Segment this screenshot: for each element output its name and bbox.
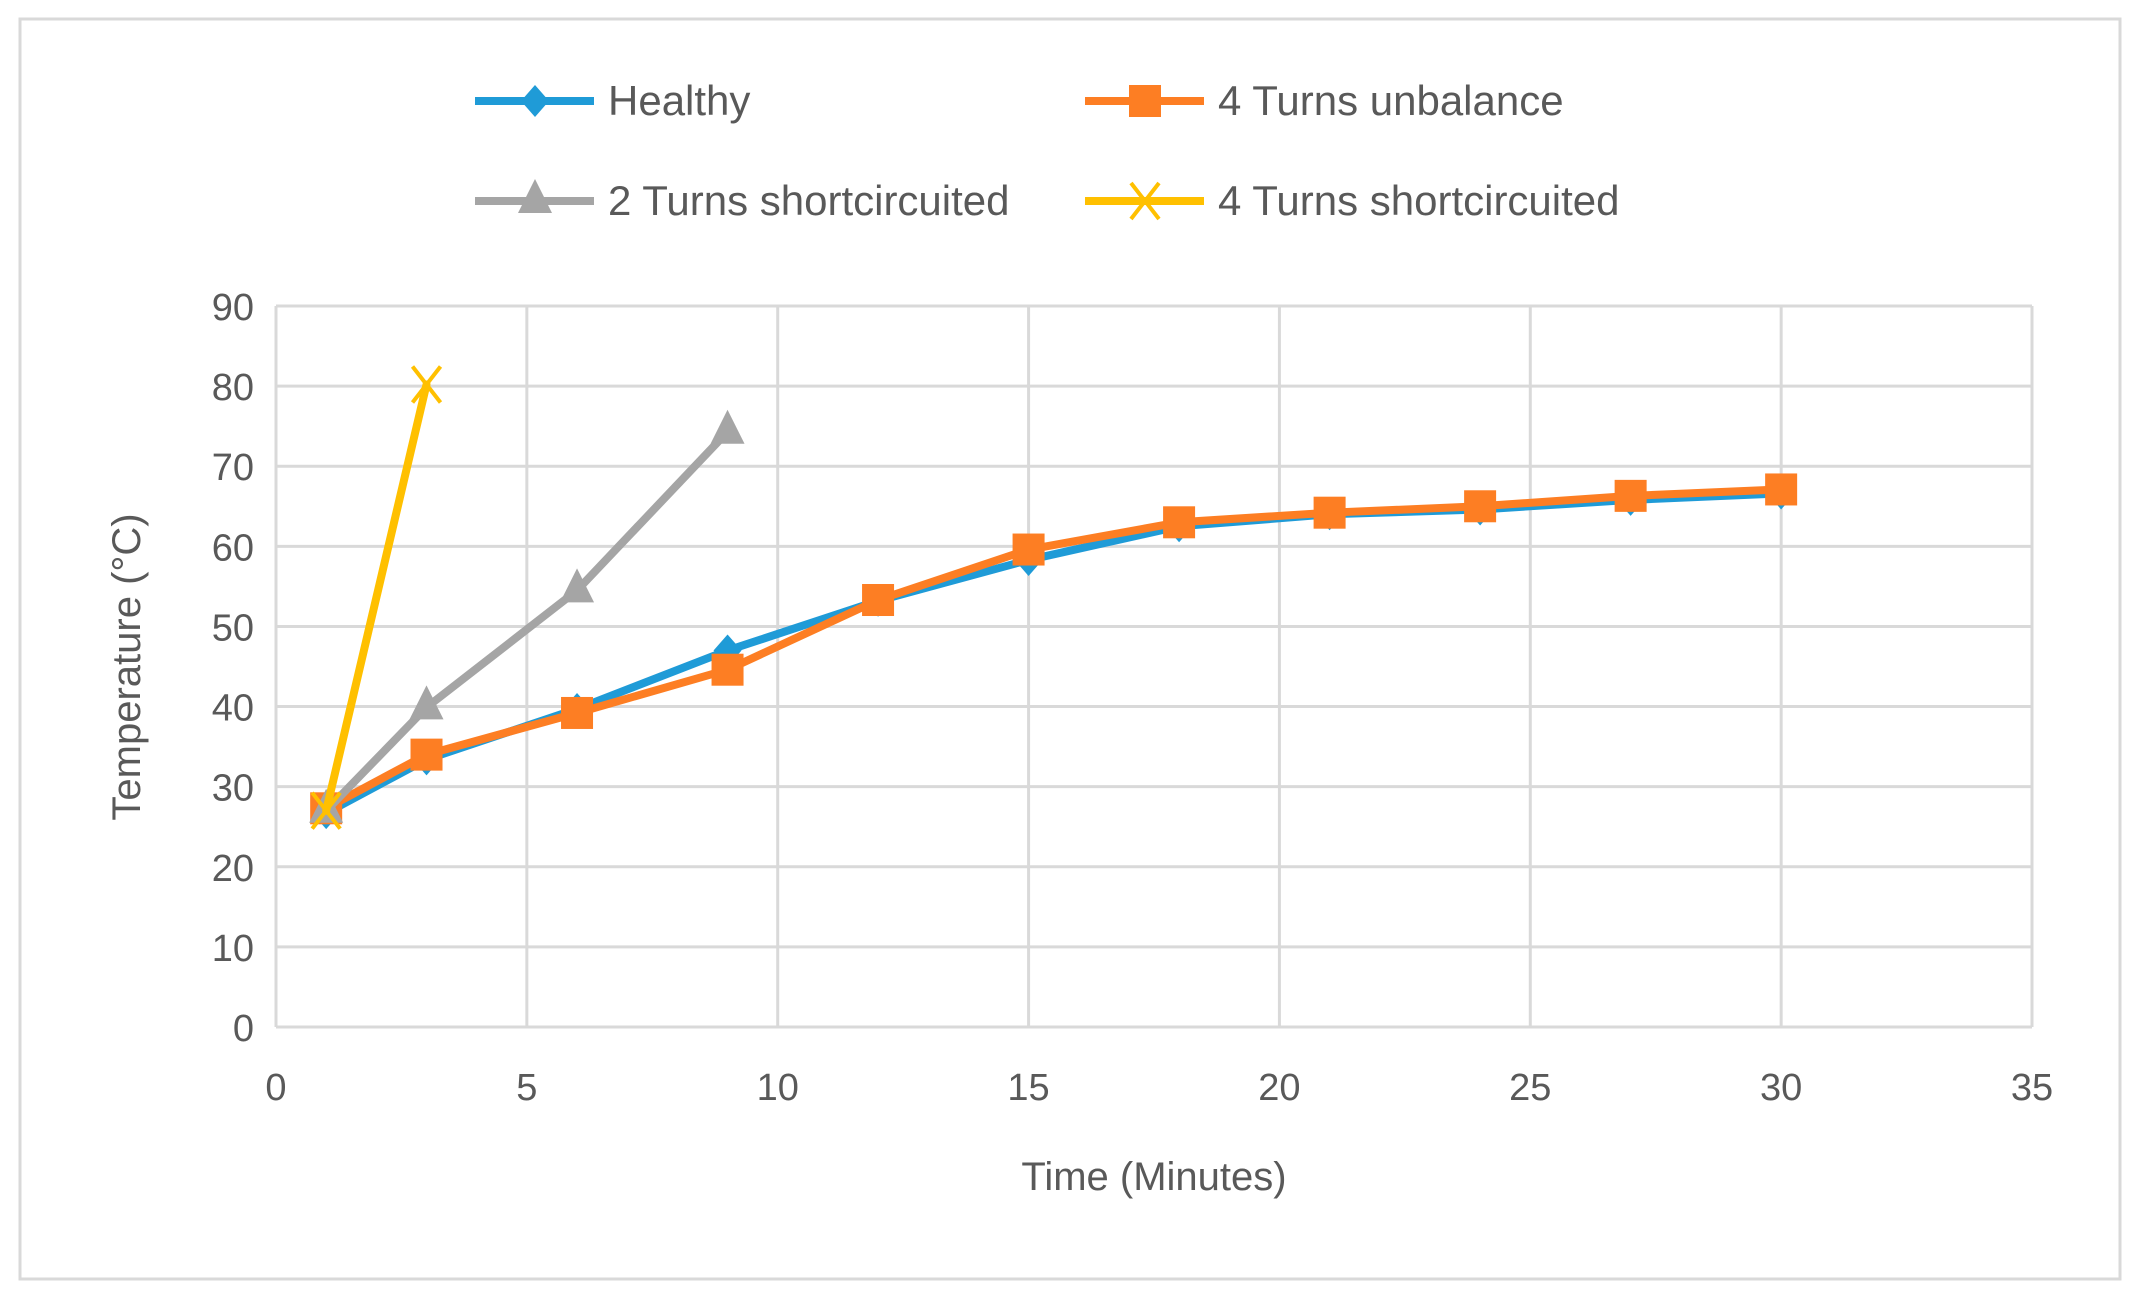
legend-entry: 2 Turns shortcircuited bbox=[475, 177, 1010, 224]
chart-border bbox=[18, 17, 2122, 1281]
x-tick-label: 5 bbox=[516, 1067, 537, 1109]
legend-label: 4 Turns shortcircuited bbox=[1218, 177, 1620, 224]
x-marker bbox=[310, 791, 342, 830]
y-axis-label: Temperature (°C) bbox=[105, 513, 149, 820]
square-marker bbox=[410, 738, 443, 771]
triangle-marker bbox=[518, 179, 552, 213]
square-marker bbox=[1614, 479, 1647, 512]
x-marker-stroke bbox=[1129, 181, 1161, 221]
y-tick-label: 10 bbox=[212, 928, 254, 970]
x-tick-label: 15 bbox=[1007, 1067, 1049, 1109]
y-tick-label: 50 bbox=[212, 607, 254, 649]
y-tick-label: 40 bbox=[212, 688, 254, 730]
y-tick-label: 60 bbox=[212, 527, 254, 569]
legend-label: 4 Turns unbalance bbox=[1218, 77, 1564, 124]
square-marker bbox=[1163, 506, 1196, 539]
x-tick-label: 30 bbox=[1760, 1067, 1802, 1109]
square-marker bbox=[711, 653, 744, 686]
legend-label: 2 Turns shortcircuited bbox=[608, 177, 1010, 224]
diamond-marker bbox=[521, 85, 549, 117]
y-tick-label: 30 bbox=[212, 768, 254, 810]
series-4-turns-unbalance bbox=[310, 473, 1798, 825]
legend: Healthy 4 Turns unbalance 2 Turns shortcir… bbox=[475, 77, 1620, 224]
series-group bbox=[309, 365, 1798, 830]
x-marker-stroke bbox=[310, 791, 342, 830]
triangle-marker bbox=[710, 409, 745, 444]
y-tick-label: 70 bbox=[212, 447, 254, 489]
legend-entry: 4 Turns shortcircuited bbox=[1085, 177, 1620, 224]
x-tick-label: 35 bbox=[2011, 1067, 2053, 1109]
square-marker bbox=[1129, 85, 1161, 117]
tick-labels: 0 10 20 30 40 50 60 70 80 90 0 5 10 15 20 25 30 35 bbox=[212, 287, 2053, 1109]
legend-entry: Healthy bbox=[475, 77, 750, 124]
x-marker bbox=[410, 365, 443, 404]
x-marker-stroke bbox=[410, 365, 443, 404]
y-tick-label: 0 bbox=[233, 1008, 254, 1050]
series-line bbox=[322, 380, 431, 815]
square-marker bbox=[1464, 490, 1497, 523]
gridlines bbox=[274, 304, 2034, 1029]
x-tick-label: 25 bbox=[1509, 1067, 1551, 1109]
square-marker bbox=[1765, 473, 1798, 506]
square-marker bbox=[1012, 533, 1045, 566]
square-marker bbox=[862, 584, 895, 617]
y-tick-label: 80 bbox=[212, 367, 254, 409]
y-tick-label: 20 bbox=[212, 848, 254, 890]
series-2-turns-shortcircuited bbox=[309, 409, 745, 823]
x-axis-label: Time (Minutes) bbox=[1021, 1155, 1286, 1199]
x-marker bbox=[1129, 181, 1161, 221]
legend-entry: 4 Turns unbalance bbox=[1085, 77, 1564, 124]
triangle-marker bbox=[560, 568, 595, 603]
series-line bbox=[322, 427, 732, 815]
legend-label: Healthy bbox=[608, 77, 750, 124]
square-marker bbox=[1313, 496, 1346, 529]
y-tick-label: 90 bbox=[212, 287, 254, 329]
triangle-marker bbox=[409, 685, 444, 720]
series-4-turns-shortcircuited bbox=[310, 365, 443, 830]
x-tick-label: 0 bbox=[265, 1067, 286, 1109]
x-tick-label: 20 bbox=[1258, 1067, 1300, 1109]
x-tick-label: 10 bbox=[757, 1067, 799, 1109]
square-marker bbox=[561, 696, 594, 729]
